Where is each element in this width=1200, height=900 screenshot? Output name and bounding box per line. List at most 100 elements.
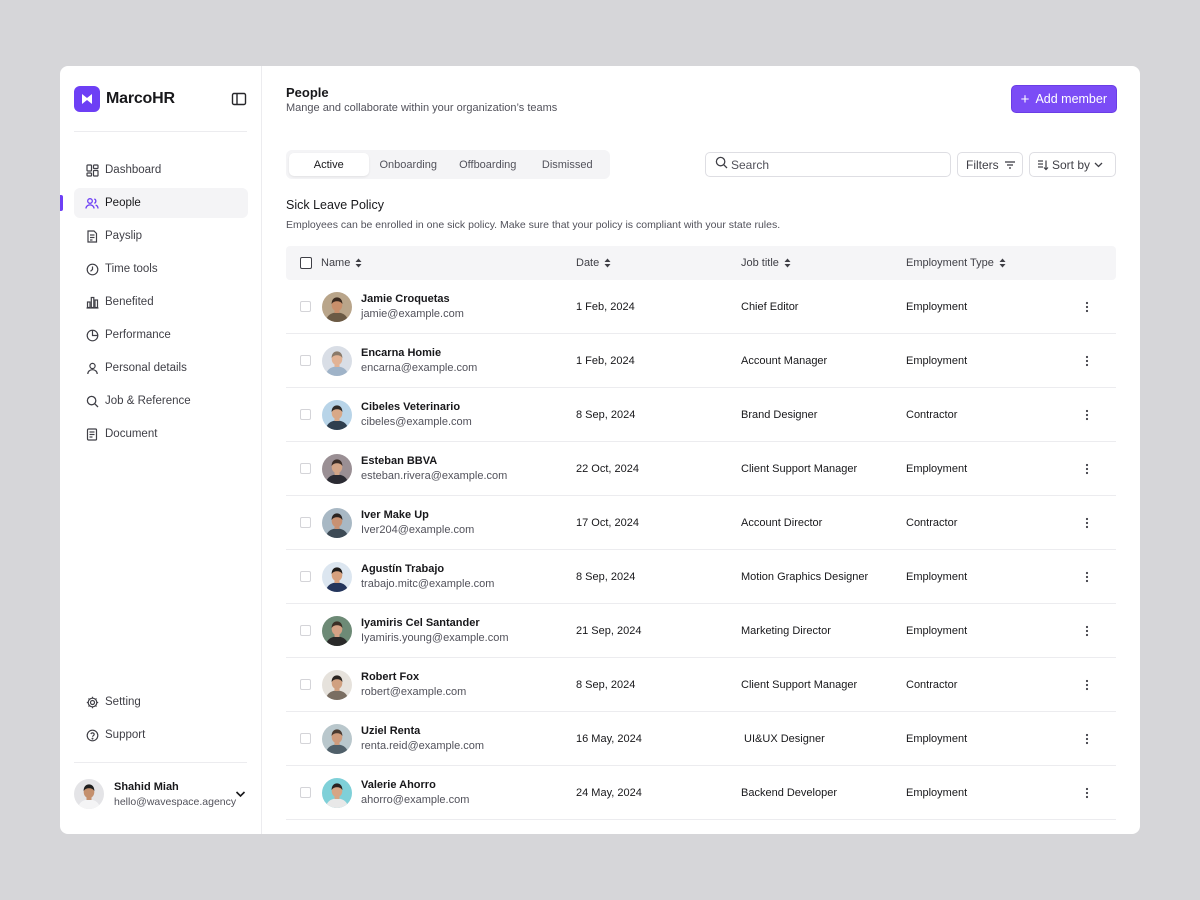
employee-name: Valerie Ahorro xyxy=(361,779,436,791)
row-checkbox[interactable] xyxy=(300,571,311,582)
employment-type-cell: Contractor xyxy=(906,496,957,549)
add-member-button[interactable]: + Add member xyxy=(1010,85,1117,113)
date-cell: 16 May, 2024 xyxy=(576,712,642,765)
row-checkbox[interactable] xyxy=(300,787,311,798)
brand[interactable]: MarcoHR xyxy=(74,86,175,112)
table-row[interactable]: Agustín Trabajo trabajo.mitc@example.com… xyxy=(286,550,1116,604)
table-header: Name Date Job title Employment Type xyxy=(286,246,1116,280)
employee-email: renta.reid@example.com xyxy=(361,740,485,752)
more-options-icon[interactable] xyxy=(1080,567,1094,587)
employee-job-title: Account Manager xyxy=(741,354,828,367)
employee-employment-type: Employment xyxy=(906,570,968,583)
name-cell: Agustín Trabajo trabajo.mitc@example.com xyxy=(322,550,494,603)
employment-type-cell: Contractor xyxy=(906,388,957,441)
row-checkbox[interactable] xyxy=(300,463,311,474)
table-row[interactable]: Encarna Homie encarna@example.com 1 Feb,… xyxy=(286,334,1116,388)
row-checkbox-cell xyxy=(300,388,311,441)
table-row[interactable]: Jamie Croquetas jamie@example.com 1 Feb,… xyxy=(286,280,1116,334)
row-checkbox-cell xyxy=(300,604,311,657)
employee-employment-type: Employment xyxy=(906,786,968,799)
tab-offboarding[interactable]: Offboarding xyxy=(459,158,517,171)
filter-icon xyxy=(1004,160,1016,170)
sort-arrows-icon xyxy=(784,258,791,268)
column-header-job-title[interactable]: Job title xyxy=(741,246,791,280)
bar-chart-icon xyxy=(85,295,99,309)
row-checkbox[interactable] xyxy=(300,355,311,366)
more-options-icon[interactable] xyxy=(1080,297,1094,317)
row-checkbox-cell xyxy=(300,550,311,603)
sidebar-divider xyxy=(74,762,247,763)
row-checkbox[interactable] xyxy=(300,301,311,312)
tab-onboarding[interactable]: Onboarding xyxy=(379,158,438,171)
more-options-icon[interactable] xyxy=(1080,351,1094,371)
sidebar-item-personal-details[interactable]: Personal details xyxy=(74,353,248,383)
column-header-date[interactable]: Date xyxy=(576,246,611,280)
filters-button[interactable]: Filters xyxy=(957,152,1023,177)
payslip-icon xyxy=(85,229,99,243)
employee-job-title: Client Support Manager xyxy=(741,678,858,691)
sidebar-item-support[interactable]: Support xyxy=(74,720,248,750)
table-row[interactable]: Iver Make Up Iver204@example.com 17 Oct,… xyxy=(286,496,1116,550)
sidebar-item-setting[interactable]: Setting xyxy=(74,687,248,717)
employee-email: ahorro@example.com xyxy=(361,794,470,806)
job-title-cell: Account Manager xyxy=(741,334,827,387)
row-checkbox[interactable] xyxy=(300,409,311,420)
user-profile[interactable]: Shahid Miah hello@wavespace.agency xyxy=(74,779,248,809)
more-options-icon[interactable] xyxy=(1080,729,1094,749)
sidebar-item-time-tools[interactable]: Time tools xyxy=(74,254,248,284)
chevron-down-icon[interactable] xyxy=(235,785,246,803)
sidebar-toggle-icon[interactable] xyxy=(231,92,247,106)
more-options-icon[interactable] xyxy=(1080,513,1094,533)
add-member-label: Add member xyxy=(1035,92,1107,106)
employee-employment-type: Contractor xyxy=(906,516,958,529)
sidebar-item-job-reference[interactable]: Job & Reference xyxy=(74,386,248,416)
more-options-icon[interactable] xyxy=(1080,783,1094,803)
table-row[interactable]: Cibeles Veterinario cibeles@example.com … xyxy=(286,388,1116,442)
row-checkbox[interactable] xyxy=(300,733,311,744)
select-all-checkbox-cell xyxy=(300,246,312,280)
sidebar-item-document[interactable]: Document xyxy=(74,419,248,449)
date-cell: 8 Sep, 2024 xyxy=(576,550,635,603)
row-actions-cell xyxy=(1080,280,1094,333)
sidebar-nav: Dashboard People Payslip Time tools Bene… xyxy=(60,155,248,452)
table-row[interactable]: Esteban BBVA esteban.rivera@example.com … xyxy=(286,442,1116,496)
tab-dismissed[interactable]: Dismissed xyxy=(541,158,593,171)
help-icon xyxy=(85,728,99,742)
table-row[interactable]: Robert Fox robert@example.com 8 Sep, 202… xyxy=(286,658,1116,712)
sidebar-item-people[interactable]: People xyxy=(60,188,248,218)
row-actions-cell xyxy=(1080,388,1094,441)
more-options-icon[interactable] xyxy=(1080,675,1094,695)
page-title: People xyxy=(286,85,329,100)
row-checkbox[interactable] xyxy=(300,517,311,528)
search-box[interactable] xyxy=(705,152,951,177)
sidebar-item-performance[interactable]: Performance xyxy=(74,320,248,350)
more-options-icon[interactable] xyxy=(1080,621,1094,641)
column-header-label: Job title xyxy=(741,257,779,269)
avatar xyxy=(322,615,352,646)
table-row[interactable]: Iyamiris Cel Santander Iyamiris.young@ex… xyxy=(286,604,1116,658)
table-row[interactable]: Valerie Ahorro ahorro@example.com 24 May… xyxy=(286,766,1116,820)
sidebar-item-label: Support xyxy=(105,729,146,741)
more-options-icon[interactable] xyxy=(1080,405,1094,425)
employee-email: trabajo.mitc@example.com xyxy=(361,578,495,590)
select-all-checkbox[interactable] xyxy=(300,257,312,269)
table-row[interactable]: Uziel Renta renta.reid@example.com 16 Ma… xyxy=(286,712,1116,766)
sidebar-item-payslip[interactable]: Payslip xyxy=(74,221,248,251)
employee-employment-type: Contractor xyxy=(906,678,958,691)
avatar xyxy=(322,291,352,322)
sidebar-item-benefited[interactable]: Benefited xyxy=(74,287,248,317)
tab-active[interactable]: Active xyxy=(289,153,369,176)
sidebar-item-label: Dashboard xyxy=(105,164,162,176)
column-header-employment-type[interactable]: Employment Type xyxy=(906,246,1006,280)
row-checkbox[interactable] xyxy=(300,625,311,636)
row-checkbox[interactable] xyxy=(300,679,311,690)
employee-email: robert@example.com xyxy=(361,686,467,698)
avatar xyxy=(322,723,352,754)
search-input[interactable] xyxy=(731,157,941,172)
sidebar-item-dashboard[interactable]: Dashboard xyxy=(74,155,248,185)
column-header-label: Name xyxy=(321,257,351,269)
more-options-icon[interactable] xyxy=(1080,459,1094,479)
column-header-name[interactable]: Name xyxy=(321,246,362,280)
pie-chart-icon xyxy=(85,328,99,342)
sort-by-button[interactable]: Sort by xyxy=(1029,152,1116,177)
